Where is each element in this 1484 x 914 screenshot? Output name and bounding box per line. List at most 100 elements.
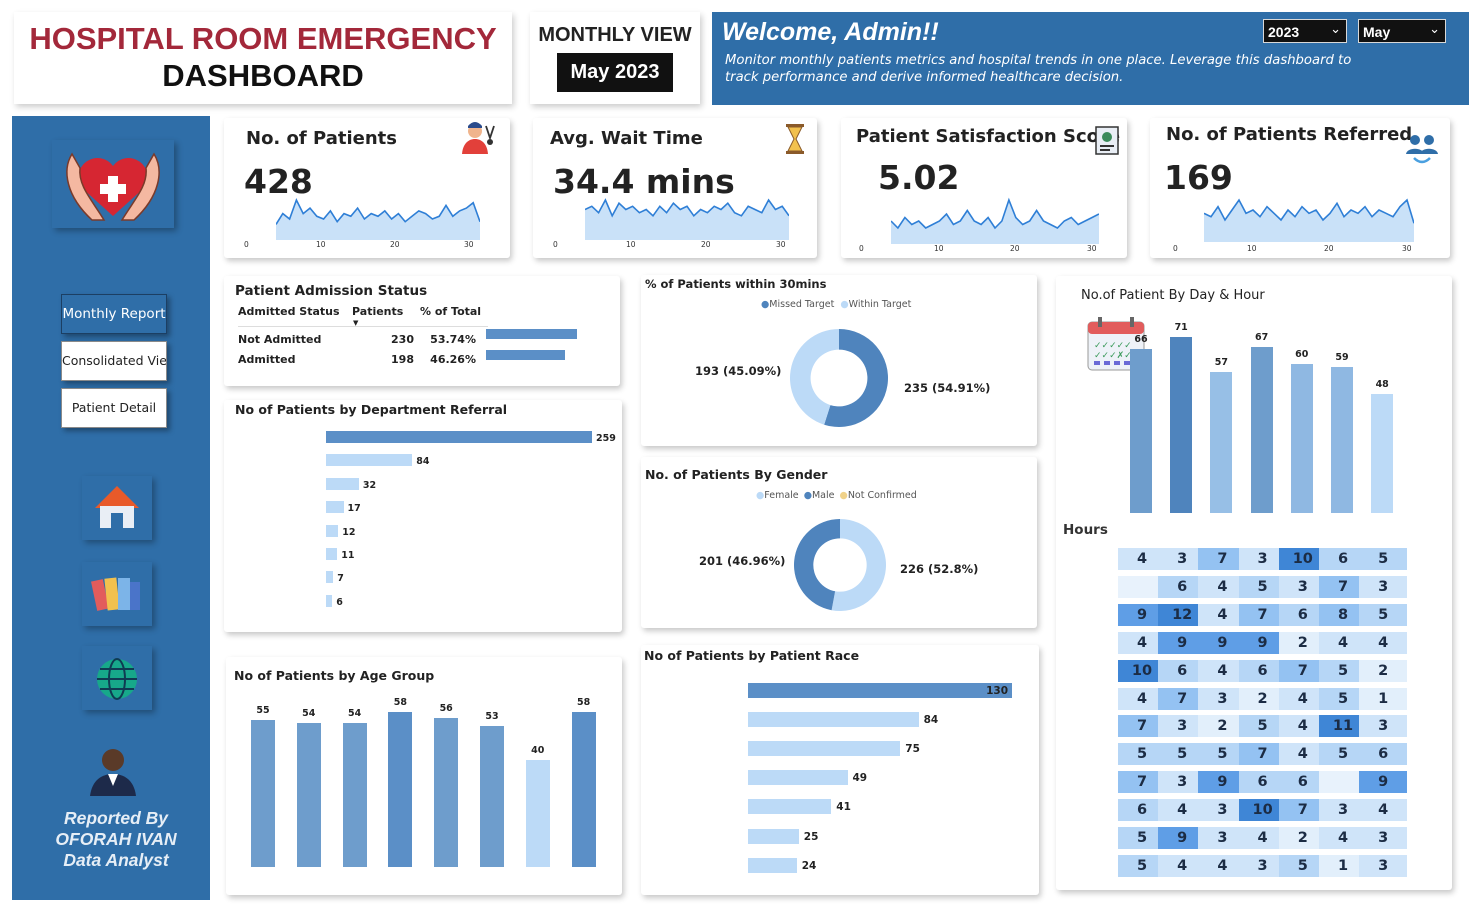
heatmap-cell: 3 xyxy=(1158,771,1207,794)
race-value-label: 24 xyxy=(801,859,817,872)
reporter-name: OFORAH IVAN xyxy=(55,829,177,849)
heatmap-cell: 9 xyxy=(1359,771,1408,794)
kpi-sparkline xyxy=(276,197,480,240)
heatmap-cell: 6 xyxy=(1359,743,1408,766)
heatmap-cell: 5 xyxy=(1238,575,1287,598)
race-value-label: 75 xyxy=(905,743,920,756)
heatmap-cell: 6 xyxy=(1278,771,1327,794)
race-bar xyxy=(748,857,797,873)
heatmap-cell: 5 xyxy=(1118,854,1166,877)
tick-10: 10 xyxy=(316,240,326,249)
home-button[interactable] xyxy=(82,476,152,540)
heatmap-cell: 6 xyxy=(1238,659,1287,682)
race-bar xyxy=(748,683,1012,698)
globe-button[interactable] xyxy=(82,646,152,710)
heatmap-cell: 7 xyxy=(1118,771,1166,794)
race-bar xyxy=(748,712,919,728)
row-status: Admitted xyxy=(238,353,296,366)
heatmap-cell: 3 xyxy=(1278,575,1327,598)
books-button[interactable] xyxy=(82,562,152,626)
dashboard-title: HOSPITAL ROOM EMERGENCY DASHBOARD xyxy=(14,12,512,104)
dept-bar xyxy=(326,477,359,490)
tick-0: 0 xyxy=(244,240,249,249)
race-value-label: 41 xyxy=(836,801,851,814)
heatmap-cell: 7 xyxy=(1278,659,1327,682)
heatmap-cell xyxy=(1118,575,1166,598)
day-bar xyxy=(1371,394,1394,513)
age-value-label: 54 xyxy=(302,707,316,719)
heatmap-cell: 5 xyxy=(1319,687,1367,710)
heatmap-cell: 6 xyxy=(1118,799,1166,822)
tick-10: 10 xyxy=(934,244,944,253)
heatmap-cell: 4 xyxy=(1198,575,1247,598)
dayhour-title: No.of Patient By Day & Hour xyxy=(1081,288,1265,303)
heatmap-cell: 4 xyxy=(1278,743,1327,766)
sparkline-line xyxy=(276,197,480,225)
heatmap-cell: 6 xyxy=(1238,771,1287,794)
doctor-icon xyxy=(462,122,495,154)
age-value-label: 53 xyxy=(485,710,499,722)
kpi-title: Patient Satisfaction Score xyxy=(856,126,1121,147)
nav-monthly-report[interactable]: Monthly Report xyxy=(61,294,167,334)
heatmap-cell: 8 xyxy=(1319,603,1367,626)
dept-value-label: 7 xyxy=(337,573,344,585)
legend-female: Female xyxy=(764,490,799,501)
heatmap-cell: 2 xyxy=(1278,827,1327,849)
year-select[interactable]: 2023 ⌄ xyxy=(1263,19,1347,43)
dept-bar xyxy=(326,501,344,514)
race-bar xyxy=(748,770,848,786)
dept-bar xyxy=(326,594,333,607)
kpi-value: 5.02 xyxy=(878,158,960,197)
heatmap-cell: 7 xyxy=(1278,799,1327,822)
reporter-role: Data Analyst xyxy=(63,850,169,870)
chevron-down-icon: ⌄ xyxy=(1330,21,1341,36)
sparkline-line xyxy=(891,197,1099,230)
reporter-credit: Reported By OFORAH IVAN Data Analyst xyxy=(30,808,202,871)
age-value-label: 40 xyxy=(531,745,545,757)
tick-0: 0 xyxy=(553,240,558,249)
wait30-legend: ●Missed Target ●Within Target xyxy=(761,299,911,310)
day-bar xyxy=(1331,366,1353,513)
col-patients[interactable]: Patients xyxy=(352,305,404,318)
kpi-sparkline xyxy=(585,198,789,240)
dept-value-label: 84 xyxy=(416,456,430,468)
heatmap-cell: 6 xyxy=(1319,548,1367,570)
donut-slice xyxy=(790,329,839,425)
heatmap-cell: 3 xyxy=(1198,827,1247,849)
welcome-banner: Welcome, Admin!! Monitor monthly patient… xyxy=(712,12,1469,105)
col-admitted-status[interactable]: Admitted Status xyxy=(238,305,340,318)
kpi-card-wait-time: Avg. Wait Time 34.4 mins 0 10 20 30 xyxy=(533,118,817,258)
tick-20: 20 xyxy=(1324,244,1334,253)
heatmap-cell: 7 xyxy=(1158,687,1207,710)
col-pct-total[interactable]: % of Total xyxy=(420,305,482,318)
tick-30: 30 xyxy=(776,240,786,249)
heatmap-cell: 4 xyxy=(1198,659,1247,682)
day-value-label: 57 xyxy=(1214,356,1228,368)
tick-0: 0 xyxy=(859,244,864,253)
row-pct: 53.74% xyxy=(430,333,476,346)
heatmap-cell: 2 xyxy=(1238,687,1287,710)
dept-bar xyxy=(326,524,339,537)
sparkline-area xyxy=(891,200,1099,244)
kpi-sparkline xyxy=(891,197,1099,244)
nav-patient-detail[interactable]: Patient Detail xyxy=(61,388,167,428)
legend-male: Male xyxy=(811,490,835,501)
heatmap-cell: 4 xyxy=(1319,631,1367,654)
heatmap-cell: 7 xyxy=(1319,575,1367,598)
month-select[interactable]: May ⌄ xyxy=(1358,19,1446,43)
heatmap-cell: 3 xyxy=(1359,827,1408,849)
legend-not-confirmed: Not Confirmed xyxy=(847,490,917,501)
wait30-title: % of Patients within 30mins xyxy=(645,277,827,291)
legend-dot-icon: ● xyxy=(839,490,848,501)
svg-text:✓✓✓✓✓: ✓✓✓✓✓ xyxy=(1094,341,1132,351)
hours-header: Hours xyxy=(1063,522,1108,538)
nav-consolidated-view[interactable]: Consolidated View xyxy=(61,341,167,381)
heatmap-cell: 6 xyxy=(1278,603,1327,626)
age-value-label: 58 xyxy=(576,697,591,709)
heart-hands-icon xyxy=(66,152,160,221)
wait30-donut xyxy=(790,329,888,427)
age-title: No of Patients by Age Group xyxy=(234,668,435,683)
sort-desc-icon: ▼ xyxy=(353,319,359,327)
day-value-label: 59 xyxy=(1335,351,1349,363)
title-line1: HOSPITAL ROOM EMERGENCY xyxy=(29,21,497,56)
